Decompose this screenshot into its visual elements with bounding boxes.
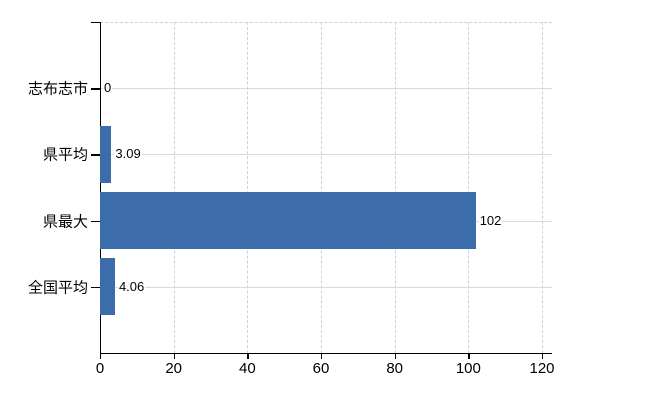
x-tick-label: 20 <box>165 360 182 377</box>
category-label: 全国平均 <box>27 279 88 297</box>
gridline-vertical <box>173 22 175 353</box>
plot-top-border <box>100 22 552 23</box>
x-tick <box>468 353 470 359</box>
x-tick-label: 80 <box>386 360 403 377</box>
plot-area <box>100 22 552 353</box>
y-axis-top-tick <box>91 22 100 24</box>
x-axis-line <box>100 353 552 355</box>
x-tick <box>542 353 544 359</box>
x-tick <box>321 353 323 359</box>
gridline-vertical <box>321 22 322 353</box>
x-tick-label: 120 <box>529 360 555 377</box>
x-tick <box>173 353 176 359</box>
y-axis-line <box>100 22 102 359</box>
bar <box>100 192 476 250</box>
category-label: 県平均 <box>42 146 88 164</box>
x-tick-label: 0 <box>95 360 105 377</box>
bar-value-label: 0 <box>103 80 113 96</box>
x-tick <box>100 353 102 359</box>
gridline-horizontal <box>100 88 552 90</box>
y-tick <box>91 88 100 90</box>
category-label: 県最大 <box>42 213 88 231</box>
gridline-vertical <box>468 22 470 353</box>
x-tick-label: 40 <box>238 360 256 377</box>
bar <box>100 125 112 183</box>
gridline-horizontal <box>100 286 552 288</box>
y-tick <box>91 220 100 222</box>
gridline-horizontal <box>100 154 552 156</box>
x-tick-label: 100 <box>455 360 481 377</box>
y-tick <box>91 154 100 156</box>
gridline-vertical <box>394 22 396 353</box>
x-tick <box>247 353 249 359</box>
bar <box>100 258 115 316</box>
y-tick <box>91 286 100 289</box>
x-tick <box>394 353 397 359</box>
bar-value-label: 4.06 <box>117 279 146 295</box>
bar-value-label: 3.09 <box>114 146 142 163</box>
x-tick-label: 60 <box>312 360 330 377</box>
gridline-vertical <box>247 22 249 353</box>
category-label: 志布志市 <box>27 80 88 98</box>
bar-value-label: 102 <box>478 212 503 229</box>
gridline-vertical <box>542 22 543 353</box>
